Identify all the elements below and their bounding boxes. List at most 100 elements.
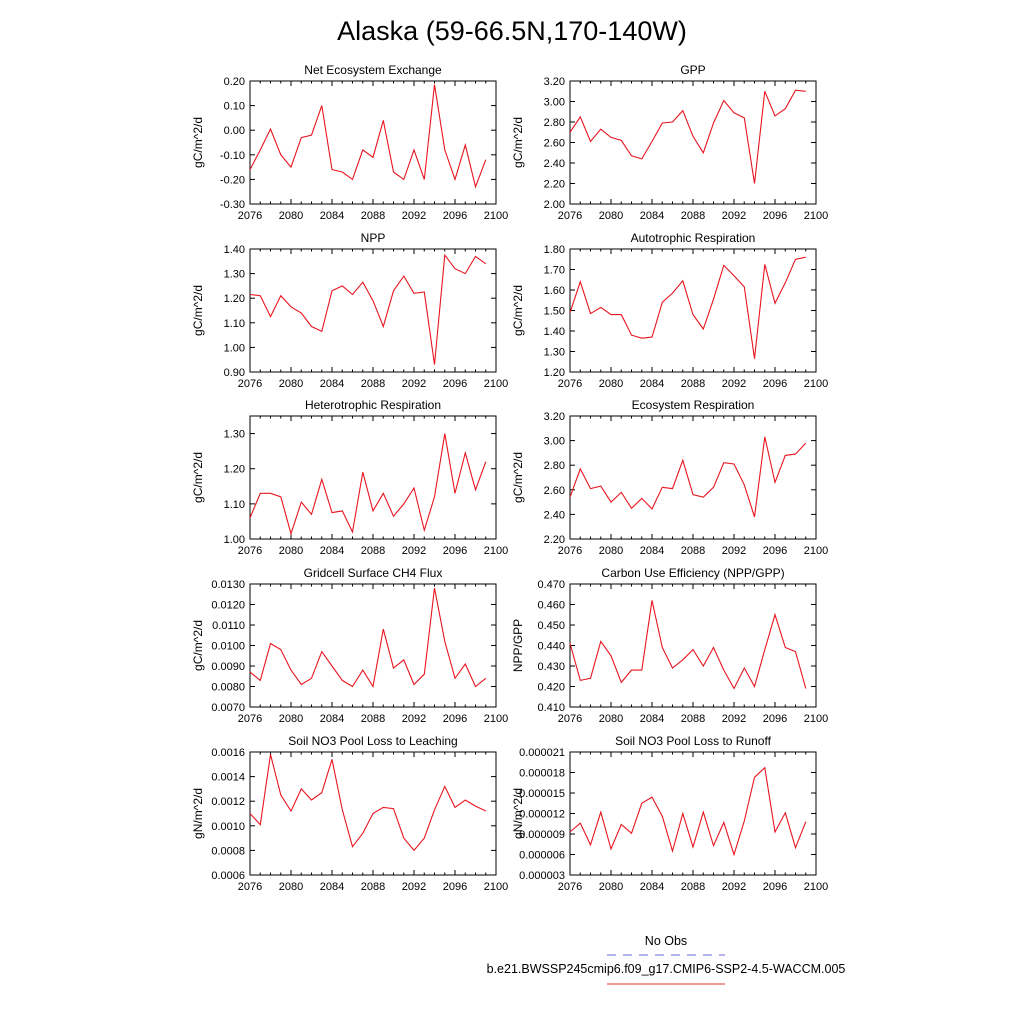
panel-soil-no3-pool-loss-to-runoff-ytick-label: 0.000018 — [519, 768, 565, 780]
panel-ecosystem-respiration-xtick-label: 2092 — [722, 545, 746, 557]
panel-gridcell-surface-ch4-flux-xtick-label: 2092 — [402, 713, 426, 725]
panel-ecosystem-respiration-xtick-label: 2076 — [558, 545, 582, 557]
panel-heterotrophic-respiration-ytick-label: 1.10 — [224, 499, 245, 511]
panel-autotrophic-respiration-ytick-label: 1.50 — [544, 306, 565, 318]
panel-gridcell-surface-ch4-flux-ytick-label: 0.0110 — [212, 620, 245, 632]
panel-npp-xtick-label: 2076 — [238, 378, 262, 390]
panel-npp-ylabel: gC/m^2/d — [191, 285, 205, 336]
panel-gridcell-surface-ch4-flux-ytick-label: 0.0090 — [211, 661, 245, 673]
panel-soil-no3-pool-loss-to-runoff-ytick-label: 0.000009 — [519, 829, 565, 841]
panel-soil-no3-pool-loss-to-leaching-series-line — [249, 754, 487, 852]
panel-gridcell-surface-ch4-flux: Gridcell Surface CH4 Flux gC/m^2/d 2076 208… — [191, 566, 508, 725]
panel-npp-series-line — [249, 253, 487, 365]
panel-autotrophic-respiration-title: Autotrophic Respiration — [631, 231, 756, 245]
panel-carbon-use-efficiency-npp-gpp: Carbon Use Efficiency (NPP/GPP) NPP/GPP 20… — [511, 566, 828, 725]
panel-heterotrophic-respiration-ylabel: gC/m^2/d — [191, 452, 205, 503]
panel-gpp: GPP gC/m^2/d 2076 2080 2084 2088 2092 2096 2100 3… — [511, 63, 828, 222]
panel-gpp-frame — [569, 80, 817, 205]
panel-soil-no3-pool-loss-to-leaching-xtick-label: 2084 — [320, 881, 344, 893]
panel-soil-no3-pool-loss-to-leaching-ytick-label: 0.0008 — [211, 845, 245, 857]
panel-net-ecosystem-exchange-frame — [249, 80, 497, 205]
panel-autotrophic-respiration-ytick-label: 1.40 — [544, 326, 565, 338]
panel-soil-no3-pool-loss-to-runoff-ytick-label: 0.000003 — [519, 870, 565, 882]
panel-ecosystem-respiration-xtick-label: 2080 — [599, 545, 623, 557]
panel-autotrophic-respiration-ytick-label: 1.60 — [544, 285, 565, 297]
panel-soil-no3-pool-loss-to-leaching-ytick-label: 0.0006 — [211, 870, 245, 882]
panel-gridcell-surface-ch4-flux-xtick-label: 2076 — [238, 713, 262, 725]
panel-autotrophic-respiration-ytick-label: 1.80 — [544, 244, 565, 256]
panel-ecosystem-respiration-xtick-label: 2100 — [804, 545, 828, 557]
panel-gpp-ytick-label: 2.60 — [544, 138, 565, 150]
panel-ecosystem-respiration-series-line — [569, 436, 807, 518]
panel-carbon-use-efficiency-npp-gpp-xtick-label: 2076 — [558, 713, 582, 725]
panel-gpp-ytick-label: 2.20 — [544, 179, 565, 191]
panel-npp-frame — [249, 248, 497, 373]
panel-npp-ytick-label: 1.10 — [224, 318, 245, 330]
panel-autotrophic-respiration-xtick-label: 2076 — [558, 378, 582, 390]
panel-soil-no3-pool-loss-to-leaching-xtick-label: 2096 — [443, 881, 467, 893]
panel-ecosystem-respiration-ytick-label: 2.20 — [544, 534, 565, 546]
panel-soil-no3-pool-loss-to-leaching-xtick-label: 2100 — [484, 881, 508, 893]
panel-soil-no3-pool-loss-to-runoff-xtick-label: 2096 — [763, 881, 787, 893]
panel-heterotrophic-respiration-xtick-label: 2092 — [402, 545, 426, 557]
panel-ecosystem-respiration-title: Ecosystem Respiration — [632, 398, 755, 412]
panel-net-ecosystem-exchange-ytick-label: 0.00 — [224, 125, 245, 137]
panel-npp-title: NPP — [361, 231, 386, 245]
panel-ecosystem-respiration-xtick-label: 2088 — [681, 545, 705, 557]
panel-heterotrophic-respiration-xtick-label: 2100 — [484, 545, 508, 557]
panel-net-ecosystem-exchange-title: Net Ecosystem Exchange — [304, 63, 442, 77]
panel-soil-no3-pool-loss-to-leaching-ytick-label: 0.0014 — [211, 772, 245, 784]
panel-net-ecosystem-exchange-xtick-label: 2080 — [279, 210, 303, 222]
panel-ecosystem-respiration: Ecosystem Respiration gC/m^2/d 2076 2080 208… — [511, 398, 828, 557]
panel-carbon-use-efficiency-npp-gpp-xtick-label: 2100 — [804, 713, 828, 725]
panel-gpp-ytick-label: 3.20 — [544, 76, 565, 88]
panel-soil-no3-pool-loss-to-runoff-xtick-label: 2084 — [640, 881, 664, 893]
panel-gridcell-surface-ch4-flux-ytick-label: 0.0130 — [211, 579, 245, 591]
panel-carbon-use-efficiency-npp-gpp-ytick-label: 0.420 — [537, 682, 565, 694]
panel-heterotrophic-respiration-xtick-label: 2076 — [238, 545, 262, 557]
panel-soil-no3-pool-loss-to-runoff-xtick-label: 2100 — [804, 881, 828, 893]
panel-ecosystem-respiration-ytick-label: 3.20 — [544, 411, 565, 423]
panel-soil-no3-pool-loss-to-leaching-ytick-label: 0.0016 — [211, 747, 245, 759]
panel-heterotrophic-respiration-ytick-label: 1.00 — [224, 534, 245, 546]
panel-autotrophic-respiration-xtick-label: 2100 — [804, 378, 828, 390]
panel-net-ecosystem-exchange-xtick-label: 2088 — [361, 210, 385, 222]
panel-gridcell-surface-ch4-flux-ytick-label: 0.0080 — [211, 682, 245, 694]
panel-soil-no3-pool-loss-to-leaching-xtick-label: 2092 — [402, 881, 426, 893]
panel-gridcell-surface-ch4-flux-title: Gridcell Surface CH4 Flux — [304, 566, 443, 580]
panel-soil-no3-pool-loss-to-runoff-xtick-label: 2088 — [681, 881, 705, 893]
panel-gridcell-surface-ch4-flux-ytick-label: 0.0070 — [211, 702, 245, 714]
panel-carbon-use-efficiency-npp-gpp-ytick-label: 0.470 — [537, 579, 565, 591]
panel-heterotrophic-respiration-xtick-label: 2084 — [320, 545, 344, 557]
panel-autotrophic-respiration-ytick-label: 1.30 — [544, 347, 565, 359]
panel-carbon-use-efficiency-npp-gpp-ytick-label: 0.410 — [537, 702, 565, 714]
panel-npp: NPP gC/m^2/d 2076 2080 2084 2088 2092 2096 2100 1… — [191, 231, 508, 390]
panel-gridcell-surface-ch4-flux-ylabel: gC/m^2/d — [191, 620, 205, 671]
panel-gridcell-surface-ch4-flux-xtick-label: 2080 — [279, 713, 303, 725]
panel-gridcell-surface-ch4-flux-ytick-label: 0.0120 — [211, 600, 245, 612]
panel-carbon-use-efficiency-npp-gpp-xtick-label: 2088 — [681, 713, 705, 725]
panel-carbon-use-efficiency-npp-gpp-ytick-label: 0.460 — [537, 600, 565, 612]
panel-gpp-xtick-label: 2084 — [640, 210, 664, 222]
panel-soil-no3-pool-loss-to-runoff: Soil NO3 Pool Loss to Runoff gN/m^2/d 2076… — [511, 734, 828, 893]
legend: No Obs b.e21.BWSSP245cmip6.f09_g17.CMIP6… — [487, 934, 845, 985]
panel-carbon-use-efficiency-npp-gpp-frame — [569, 583, 817, 708]
panel-soil-no3-pool-loss-to-runoff-ytick-label: 0.000006 — [519, 850, 565, 862]
panel-net-ecosystem-exchange-xtick-label: 2096 — [443, 210, 467, 222]
panel-net-ecosystem-exchange-xtick-label: 2084 — [320, 210, 344, 222]
panel-autotrophic-respiration-frame — [569, 248, 817, 373]
panel-net-ecosystem-exchange: Net Ecosystem Exchange gC/m^2/d 2076 2080 20… — [191, 63, 508, 222]
panel-soil-no3-pool-loss-to-leaching-xtick-label: 2080 — [279, 881, 303, 893]
panel-autotrophic-respiration-xtick-label: 2092 — [722, 378, 746, 390]
panel-ecosystem-respiration-frame — [569, 415, 817, 540]
panel-carbon-use-efficiency-npp-gpp-ytick-label: 0.450 — [537, 620, 565, 632]
panel-net-ecosystem-exchange-xtick-label: 2076 — [238, 210, 262, 222]
panel-gridcell-surface-ch4-flux-xtick-label: 2096 — [443, 713, 467, 725]
panel-soil-no3-pool-loss-to-leaching: Soil NO3 Pool Loss to Leaching gN/m^2/d 20… — [191, 734, 508, 893]
panel-soil-no3-pool-loss-to-runoff-title: Soil NO3 Pool Loss to Runoff — [615, 734, 772, 748]
panel-carbon-use-efficiency-npp-gpp-ylabel: NPP/GPP — [511, 619, 525, 672]
panel-autotrophic-respiration: Autotrophic Respiration gC/m^2/d 2076 2080 2… — [511, 231, 828, 390]
panel-carbon-use-efficiency-npp-gpp-ytick-label: 0.440 — [537, 641, 565, 653]
panel-npp-xtick-label: 2100 — [484, 378, 508, 390]
panel-heterotrophic-respiration-xtick-label: 2080 — [279, 545, 303, 557]
